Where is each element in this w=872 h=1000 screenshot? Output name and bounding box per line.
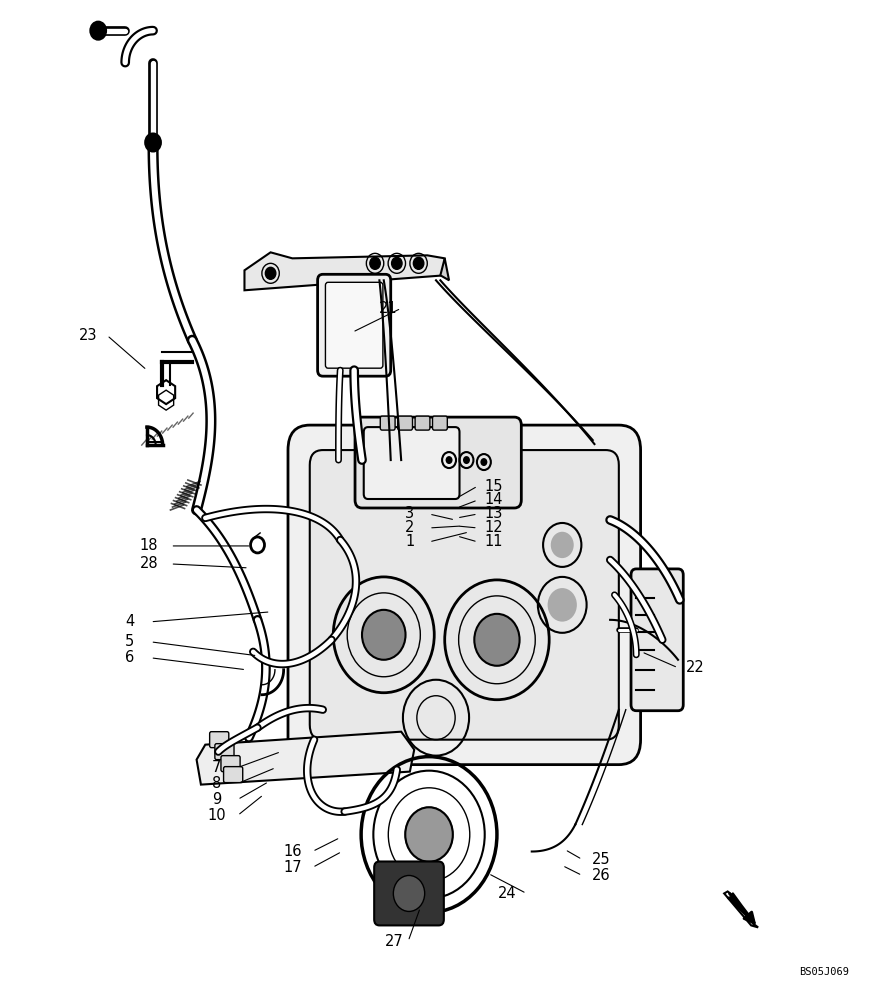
Circle shape	[551, 532, 574, 558]
Text: 26: 26	[592, 868, 610, 883]
FancyBboxPatch shape	[215, 744, 234, 760]
Circle shape	[392, 257, 402, 269]
Circle shape	[362, 610, 405, 660]
Text: 24: 24	[498, 886, 517, 901]
FancyBboxPatch shape	[374, 861, 444, 925]
Circle shape	[393, 875, 425, 911]
FancyBboxPatch shape	[380, 416, 395, 430]
FancyBboxPatch shape	[317, 274, 391, 376]
FancyBboxPatch shape	[223, 767, 242, 783]
Text: 9: 9	[212, 792, 221, 807]
Text: 23: 23	[78, 328, 97, 343]
Text: 14: 14	[484, 492, 503, 508]
Text: 7: 7	[212, 760, 221, 775]
Text: 5: 5	[125, 634, 134, 649]
Circle shape	[413, 257, 424, 269]
Text: 4: 4	[125, 614, 134, 629]
Circle shape	[370, 257, 380, 269]
Text: BS05J069: BS05J069	[800, 967, 849, 977]
Text: 13: 13	[484, 506, 502, 521]
FancyBboxPatch shape	[433, 416, 447, 430]
Circle shape	[146, 134, 161, 151]
FancyBboxPatch shape	[415, 416, 430, 430]
Text: 8: 8	[212, 776, 221, 791]
Text: 10: 10	[208, 808, 226, 823]
FancyBboxPatch shape	[325, 282, 383, 368]
Circle shape	[91, 22, 106, 40]
FancyBboxPatch shape	[209, 732, 228, 748]
Text: 1: 1	[405, 534, 414, 549]
Text: 18: 18	[140, 538, 158, 553]
Polygon shape	[440, 258, 449, 280]
FancyBboxPatch shape	[355, 417, 521, 508]
FancyBboxPatch shape	[221, 756, 240, 772]
Polygon shape	[244, 252, 445, 290]
Circle shape	[474, 614, 520, 666]
Text: 16: 16	[283, 844, 302, 859]
FancyBboxPatch shape	[288, 425, 641, 765]
Text: 17: 17	[283, 860, 302, 875]
Circle shape	[265, 267, 276, 279]
Text: 28: 28	[140, 556, 158, 571]
Text: 11: 11	[484, 534, 503, 549]
FancyBboxPatch shape	[398, 416, 412, 430]
FancyBboxPatch shape	[310, 450, 619, 740]
Text: 21: 21	[378, 301, 398, 316]
Text: 3: 3	[405, 506, 414, 521]
Circle shape	[463, 456, 470, 464]
Text: 15: 15	[484, 479, 503, 494]
Text: 25: 25	[592, 852, 610, 867]
Text: 12: 12	[484, 520, 503, 535]
Circle shape	[446, 456, 453, 464]
Circle shape	[548, 588, 577, 622]
Text: 2: 2	[405, 520, 414, 535]
Text: 6: 6	[125, 650, 134, 665]
Polygon shape	[196, 732, 414, 785]
Circle shape	[480, 458, 487, 466]
Text: 22: 22	[686, 660, 705, 675]
FancyBboxPatch shape	[364, 427, 460, 499]
FancyBboxPatch shape	[631, 569, 684, 711]
Text: 27: 27	[385, 934, 404, 949]
Circle shape	[405, 807, 453, 862]
